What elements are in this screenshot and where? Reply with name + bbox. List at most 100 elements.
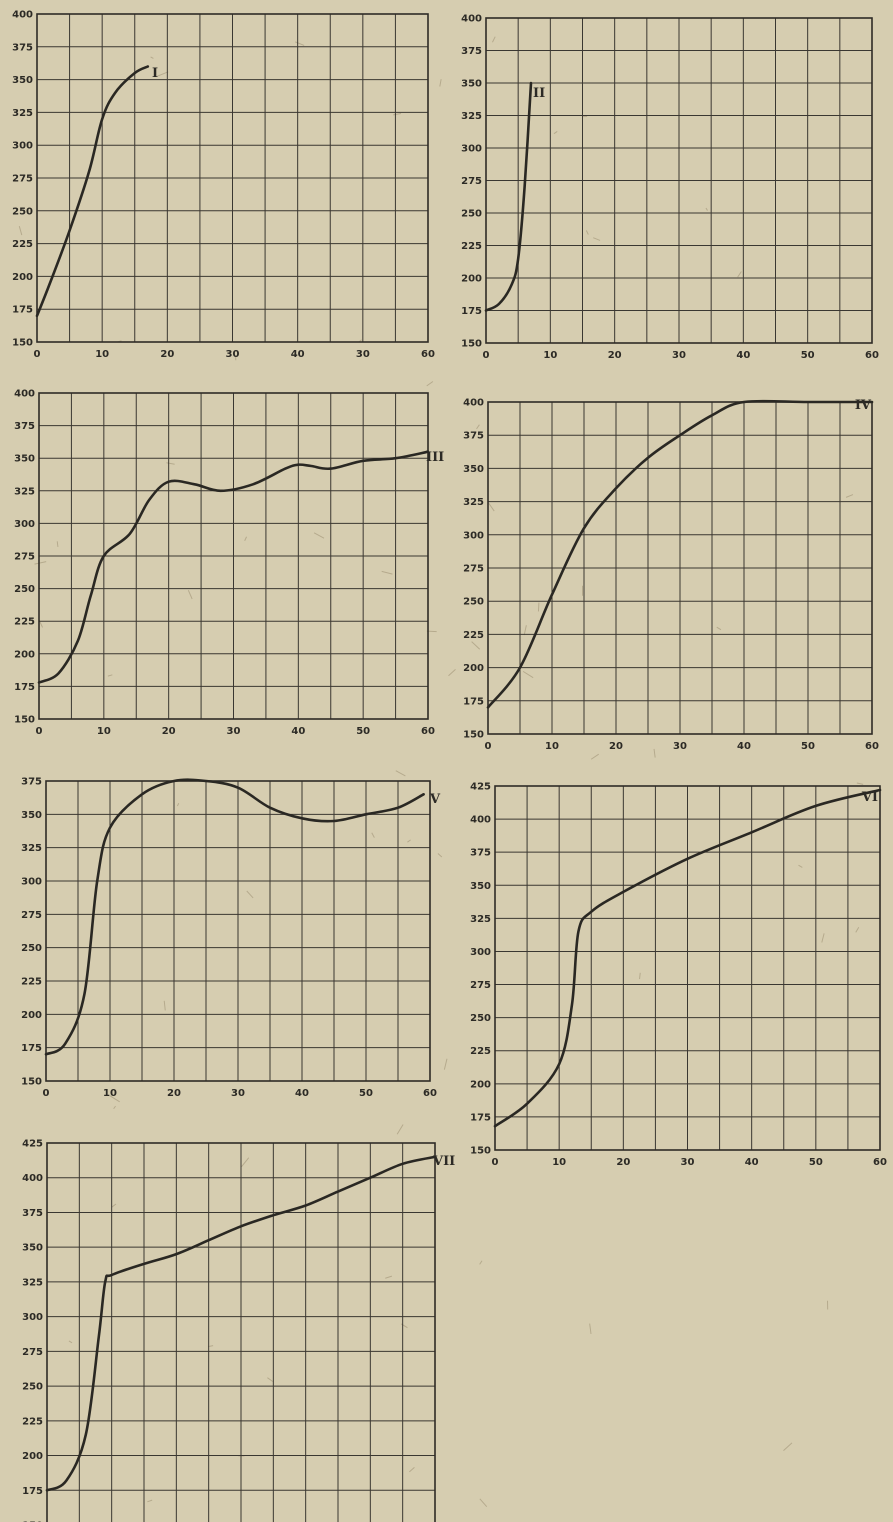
x-tick-label: 0 xyxy=(43,1088,50,1099)
y-tick-label: 350 xyxy=(14,454,35,465)
series-line xyxy=(486,399,874,709)
y-tick-label: 150 xyxy=(461,339,482,350)
plot-frame xyxy=(494,785,881,1151)
y-tick-label: 175 xyxy=(463,696,484,707)
x-tick-label: 0 xyxy=(492,1157,499,1168)
paper-fibre xyxy=(34,561,47,565)
paper-fibre xyxy=(737,271,742,278)
paper-fibre xyxy=(267,1377,274,1382)
plot-frame xyxy=(36,13,429,343)
y-tick-label: 300 xyxy=(21,877,42,888)
paper-fibre xyxy=(798,864,803,868)
paper-fibre xyxy=(187,589,193,600)
paper-fibre xyxy=(150,56,154,59)
y-tick-label: 300 xyxy=(22,1312,43,1323)
y-tick-label: 175 xyxy=(21,1043,42,1054)
paper-fibre xyxy=(716,626,722,631)
y-tick-label: 150 xyxy=(470,1146,491,1157)
y-tick-label: 275 xyxy=(461,176,482,187)
series-line xyxy=(45,1155,437,1492)
x-tick-label: 0 xyxy=(34,349,41,360)
x-tick-label: 50 xyxy=(809,1157,823,1168)
paper-fibre xyxy=(821,933,825,943)
paper-fibre xyxy=(381,570,393,575)
y-tick-label: 300 xyxy=(470,947,491,958)
plot-frame xyxy=(485,17,873,344)
y-tick-label: 200 xyxy=(12,272,33,283)
series-line xyxy=(44,778,425,1056)
x-tick-label: 20 xyxy=(167,1088,181,1099)
x-tick-label: 10 xyxy=(95,349,109,360)
paper-fibre xyxy=(448,668,456,677)
x-tick-label: 0 xyxy=(36,726,43,737)
series-label: II xyxy=(533,86,545,101)
x-tick-label: 40 xyxy=(737,741,751,752)
x-tick-label: 50 xyxy=(801,350,815,361)
y-tick-label: 200 xyxy=(21,1010,42,1021)
x-tick-label: 30 xyxy=(227,726,241,737)
y-tick-label: 350 xyxy=(470,881,491,892)
y-tick-label: 250 xyxy=(21,943,42,954)
y-tick-label: 250 xyxy=(470,1013,491,1024)
x-tick-label: 60 xyxy=(873,1157,887,1168)
paper-fibre xyxy=(393,112,402,116)
y-tick-label: 400 xyxy=(470,815,491,826)
paper-fibre xyxy=(488,502,495,512)
paper-fibre xyxy=(553,131,558,135)
y-tick-label: 375 xyxy=(14,421,35,432)
series-line xyxy=(35,65,150,318)
paper-fibre xyxy=(443,1058,448,1070)
y-tick-label: 200 xyxy=(463,663,484,674)
y-tick-label: 150 xyxy=(14,715,35,726)
paper-fibre xyxy=(176,802,180,807)
y-tick-label: 175 xyxy=(12,305,33,316)
paper-fibre xyxy=(241,1157,250,1168)
paper-fibre xyxy=(653,748,656,758)
x-tick-label: 50 xyxy=(356,726,370,737)
y-tick-label: 325 xyxy=(463,497,484,508)
x-tick-label: 20 xyxy=(160,349,174,360)
paper-fibre xyxy=(18,225,23,236)
x-tick-label: 30 xyxy=(672,350,686,361)
x-tick-label: 60 xyxy=(423,1088,437,1099)
y-tick-label: 150 xyxy=(21,1077,42,1088)
paper-fibre xyxy=(107,674,113,677)
x-tick-label: 50 xyxy=(359,1088,373,1099)
chart-panel: 150 175 200 225 250 275 300 325 350 375 400 0 10 20 30… xyxy=(461,14,879,362)
y-tick-label: 150 xyxy=(12,338,33,349)
paper-fibre xyxy=(246,890,254,899)
paper-fibre xyxy=(68,1340,73,1344)
y-tick-label: 325 xyxy=(14,486,35,497)
paper-fibre xyxy=(593,237,601,241)
series-label: III xyxy=(426,450,444,465)
y-tick-label: 175 xyxy=(470,1112,491,1123)
y-tick-label: 300 xyxy=(14,519,35,530)
paper-fibre xyxy=(491,36,496,43)
x-tick-label: 60 xyxy=(421,349,435,360)
x-tick-label: 40 xyxy=(291,726,305,737)
y-tick-label: 375 xyxy=(470,848,491,859)
chart-panel: 150 175 200 225 250 275 300 325 350 375 400 0 10 20 30… xyxy=(12,10,435,361)
x-tick-label: 30 xyxy=(226,349,240,360)
paper-fibre xyxy=(395,770,406,777)
paper-fibre xyxy=(845,494,854,498)
y-tick-label: 400 xyxy=(14,389,35,400)
x-tick-label: 20 xyxy=(162,726,176,737)
x-tick-label: 40 xyxy=(291,349,305,360)
y-tick-label: 250 xyxy=(14,584,35,595)
y-tick-label: 375 xyxy=(463,431,484,442)
series-line xyxy=(484,81,533,312)
y-tick-label: 400 xyxy=(12,10,33,21)
paper-fibre xyxy=(522,670,534,679)
y-tick-label: 275 xyxy=(470,980,491,991)
paper-fibre xyxy=(479,1498,488,1508)
series-line xyxy=(37,450,430,684)
paper-fibre xyxy=(409,1467,415,1473)
y-tick-label: 225 xyxy=(21,977,42,988)
x-tick-label: 10 xyxy=(543,350,557,361)
x-tick-label: 10 xyxy=(103,1088,117,1099)
paper-fibre xyxy=(56,541,59,548)
paper-fibre xyxy=(295,41,305,46)
paper-fibre xyxy=(385,1275,393,1279)
